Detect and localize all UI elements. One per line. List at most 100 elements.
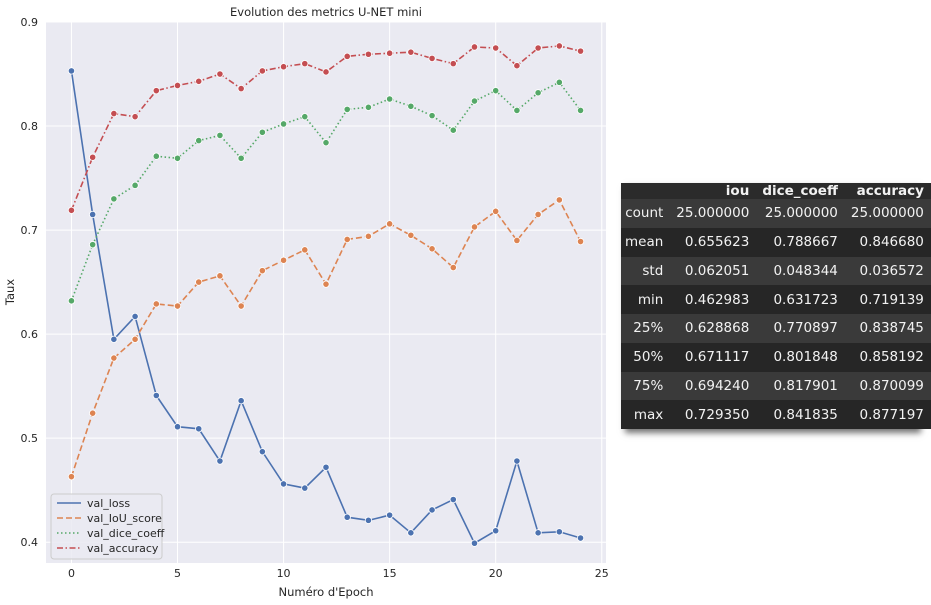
data-point — [237, 84, 245, 93]
stats-cell: 0.858192 — [859, 349, 924, 366]
data-point — [279, 480, 288, 488]
legend-label: val_IoU_score — [87, 512, 162, 525]
data-point — [534, 529, 542, 537]
data-point — [364, 232, 373, 240]
stats-row: count 25.000000 25.000000 25.000000 — [621, 199, 931, 228]
data-point — [152, 391, 160, 400]
stats-row: 75% 0.694240 0.817901 0.870099 — [621, 371, 931, 401]
data-point — [470, 97, 479, 105]
data-point — [576, 237, 585, 246]
stats-cell: 0.048344 — [773, 262, 838, 279]
data-point — [237, 302, 245, 310]
data-point — [534, 44, 542, 52]
stats-cell: 0.729350 — [684, 406, 750, 423]
stats-cell: 0.631723 — [773, 291, 838, 308]
data-point — [407, 529, 415, 537]
stats-column-header: dice_coeff — [758, 183, 847, 199]
data-point — [258, 267, 266, 275]
data-point — [428, 506, 436, 514]
stats-row-label: 75% — [633, 377, 664, 394]
stats-row-label: mean — [625, 234, 664, 251]
stats-header-row: iou dice_coeff accuracy — [621, 183, 931, 199]
grid-lines — [46, 21, 606, 563]
x-tick-label: 15 — [383, 567, 397, 580]
data-point — [89, 409, 97, 417]
data-point — [237, 397, 245, 405]
stats-cell: 0.870099 — [859, 377, 924, 394]
data-point — [195, 77, 203, 85]
data-point — [407, 48, 415, 56]
data-point — [216, 272, 224, 280]
stats-cell: 0.846680 — [859, 234, 924, 251]
data-point — [470, 223, 479, 231]
series-val-iou-score — [67, 196, 585, 481]
data-point — [322, 68, 330, 76]
data-point — [513, 236, 521, 245]
data-point — [67, 297, 76, 305]
data-point — [110, 109, 118, 118]
stats-cell: 0.838745 — [859, 320, 924, 337]
x-tick-label: 20 — [489, 567, 503, 580]
stats-cell: 0.788667 — [773, 234, 838, 251]
plot-area — [46, 22, 606, 563]
data-point — [534, 210, 542, 219]
data-point — [364, 50, 373, 58]
data-point — [173, 302, 182, 310]
data-point — [67, 67, 76, 75]
stats-row-label: count — [625, 205, 664, 222]
stats-cell: 0.628868 — [684, 320, 750, 337]
data-point — [131, 312, 139, 321]
stats-cell: 25.000000 — [676, 205, 750, 222]
stats-row: 50% 0.671117 0.801848 0.858192 — [621, 342, 931, 372]
data-point — [131, 335, 139, 343]
stats-cell: 0.770897 — [773, 320, 838, 337]
legend: val_loss val_IoU_score val_dice_coeff val_a… — [50, 493, 165, 560]
stats-row-label: 25% — [633, 320, 664, 337]
series-val-dice-coeff — [67, 78, 585, 305]
data-point — [428, 112, 436, 120]
data-point — [513, 106, 521, 115]
legend-label: val_accuracy — [87, 542, 159, 555]
data-point — [364, 103, 373, 111]
stats-row: max 0.729350 0.841835 0.877197 — [621, 400, 931, 429]
data-point — [322, 139, 330, 147]
legend-label: val_loss — [87, 497, 130, 510]
data-point — [555, 78, 563, 86]
stats-cell: 0.062051 — [684, 262, 750, 279]
data-point — [301, 113, 309, 121]
data-point — [89, 241, 97, 249]
data-point — [428, 245, 436, 253]
line-chart: 0 5 10 15 20 25 0.4 0.5 0.6 0.7 0.8 0.9 Evolution … — [3, 5, 609, 599]
data-point — [216, 131, 224, 140]
series-group — [67, 42, 585, 547]
data-point — [173, 81, 182, 90]
data-point — [216, 457, 224, 465]
data-point — [343, 513, 351, 521]
y-tick-labels: 0.4 0.5 0.6 0.7 0.8 0.9 — [21, 16, 39, 549]
data-point — [279, 63, 288, 71]
y-axis-label: Taux — [3, 279, 17, 306]
data-point — [343, 235, 351, 244]
data-point — [195, 278, 203, 286]
data-point — [301, 60, 309, 68]
data-point — [173, 154, 182, 162]
data-point — [322, 463, 330, 471]
data-point — [216, 70, 224, 78]
data-point — [152, 87, 160, 95]
y-tick-label: 0.8 — [21, 120, 39, 133]
stats-cell: 0.655623 — [684, 234, 750, 251]
chart-title: Evolution des metrics U-NET mini — [230, 5, 422, 19]
x-tick-label: 10 — [277, 567, 291, 580]
data-point — [110, 195, 118, 203]
series-val-accuracy — [67, 42, 585, 214]
legend-label: val_dice_coeff — [87, 527, 165, 540]
data-point — [343, 105, 351, 113]
x-axis-label: Numéro d'Epoch — [278, 585, 373, 599]
data-point — [449, 495, 457, 504]
stats-cell: 25.000000 — [764, 205, 838, 222]
data-point — [195, 425, 203, 433]
data-point — [470, 43, 479, 51]
y-tick-label: 0.5 — [21, 432, 39, 445]
data-point — [237, 154, 245, 162]
data-point — [89, 210, 97, 219]
